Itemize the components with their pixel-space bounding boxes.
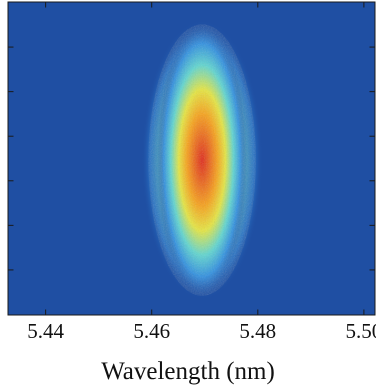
emission-line-texture [148, 24, 256, 296]
x-tick-label: 5.48 [239, 319, 276, 343]
x-tick-label: 5.46 [133, 319, 170, 343]
x-tick-labels: 5.44 5.46 5.48 5.50 [27, 319, 376, 343]
axis-ticks [8, 2, 375, 315]
x-axis-label: Wavelength (nm) [101, 358, 275, 385]
x-tick-label: 5.50 [346, 319, 376, 343]
emission-line [141, 20, 263, 300]
plot-frame [7, 1, 376, 316]
x-tick-label: 5.44 [27, 319, 64, 343]
